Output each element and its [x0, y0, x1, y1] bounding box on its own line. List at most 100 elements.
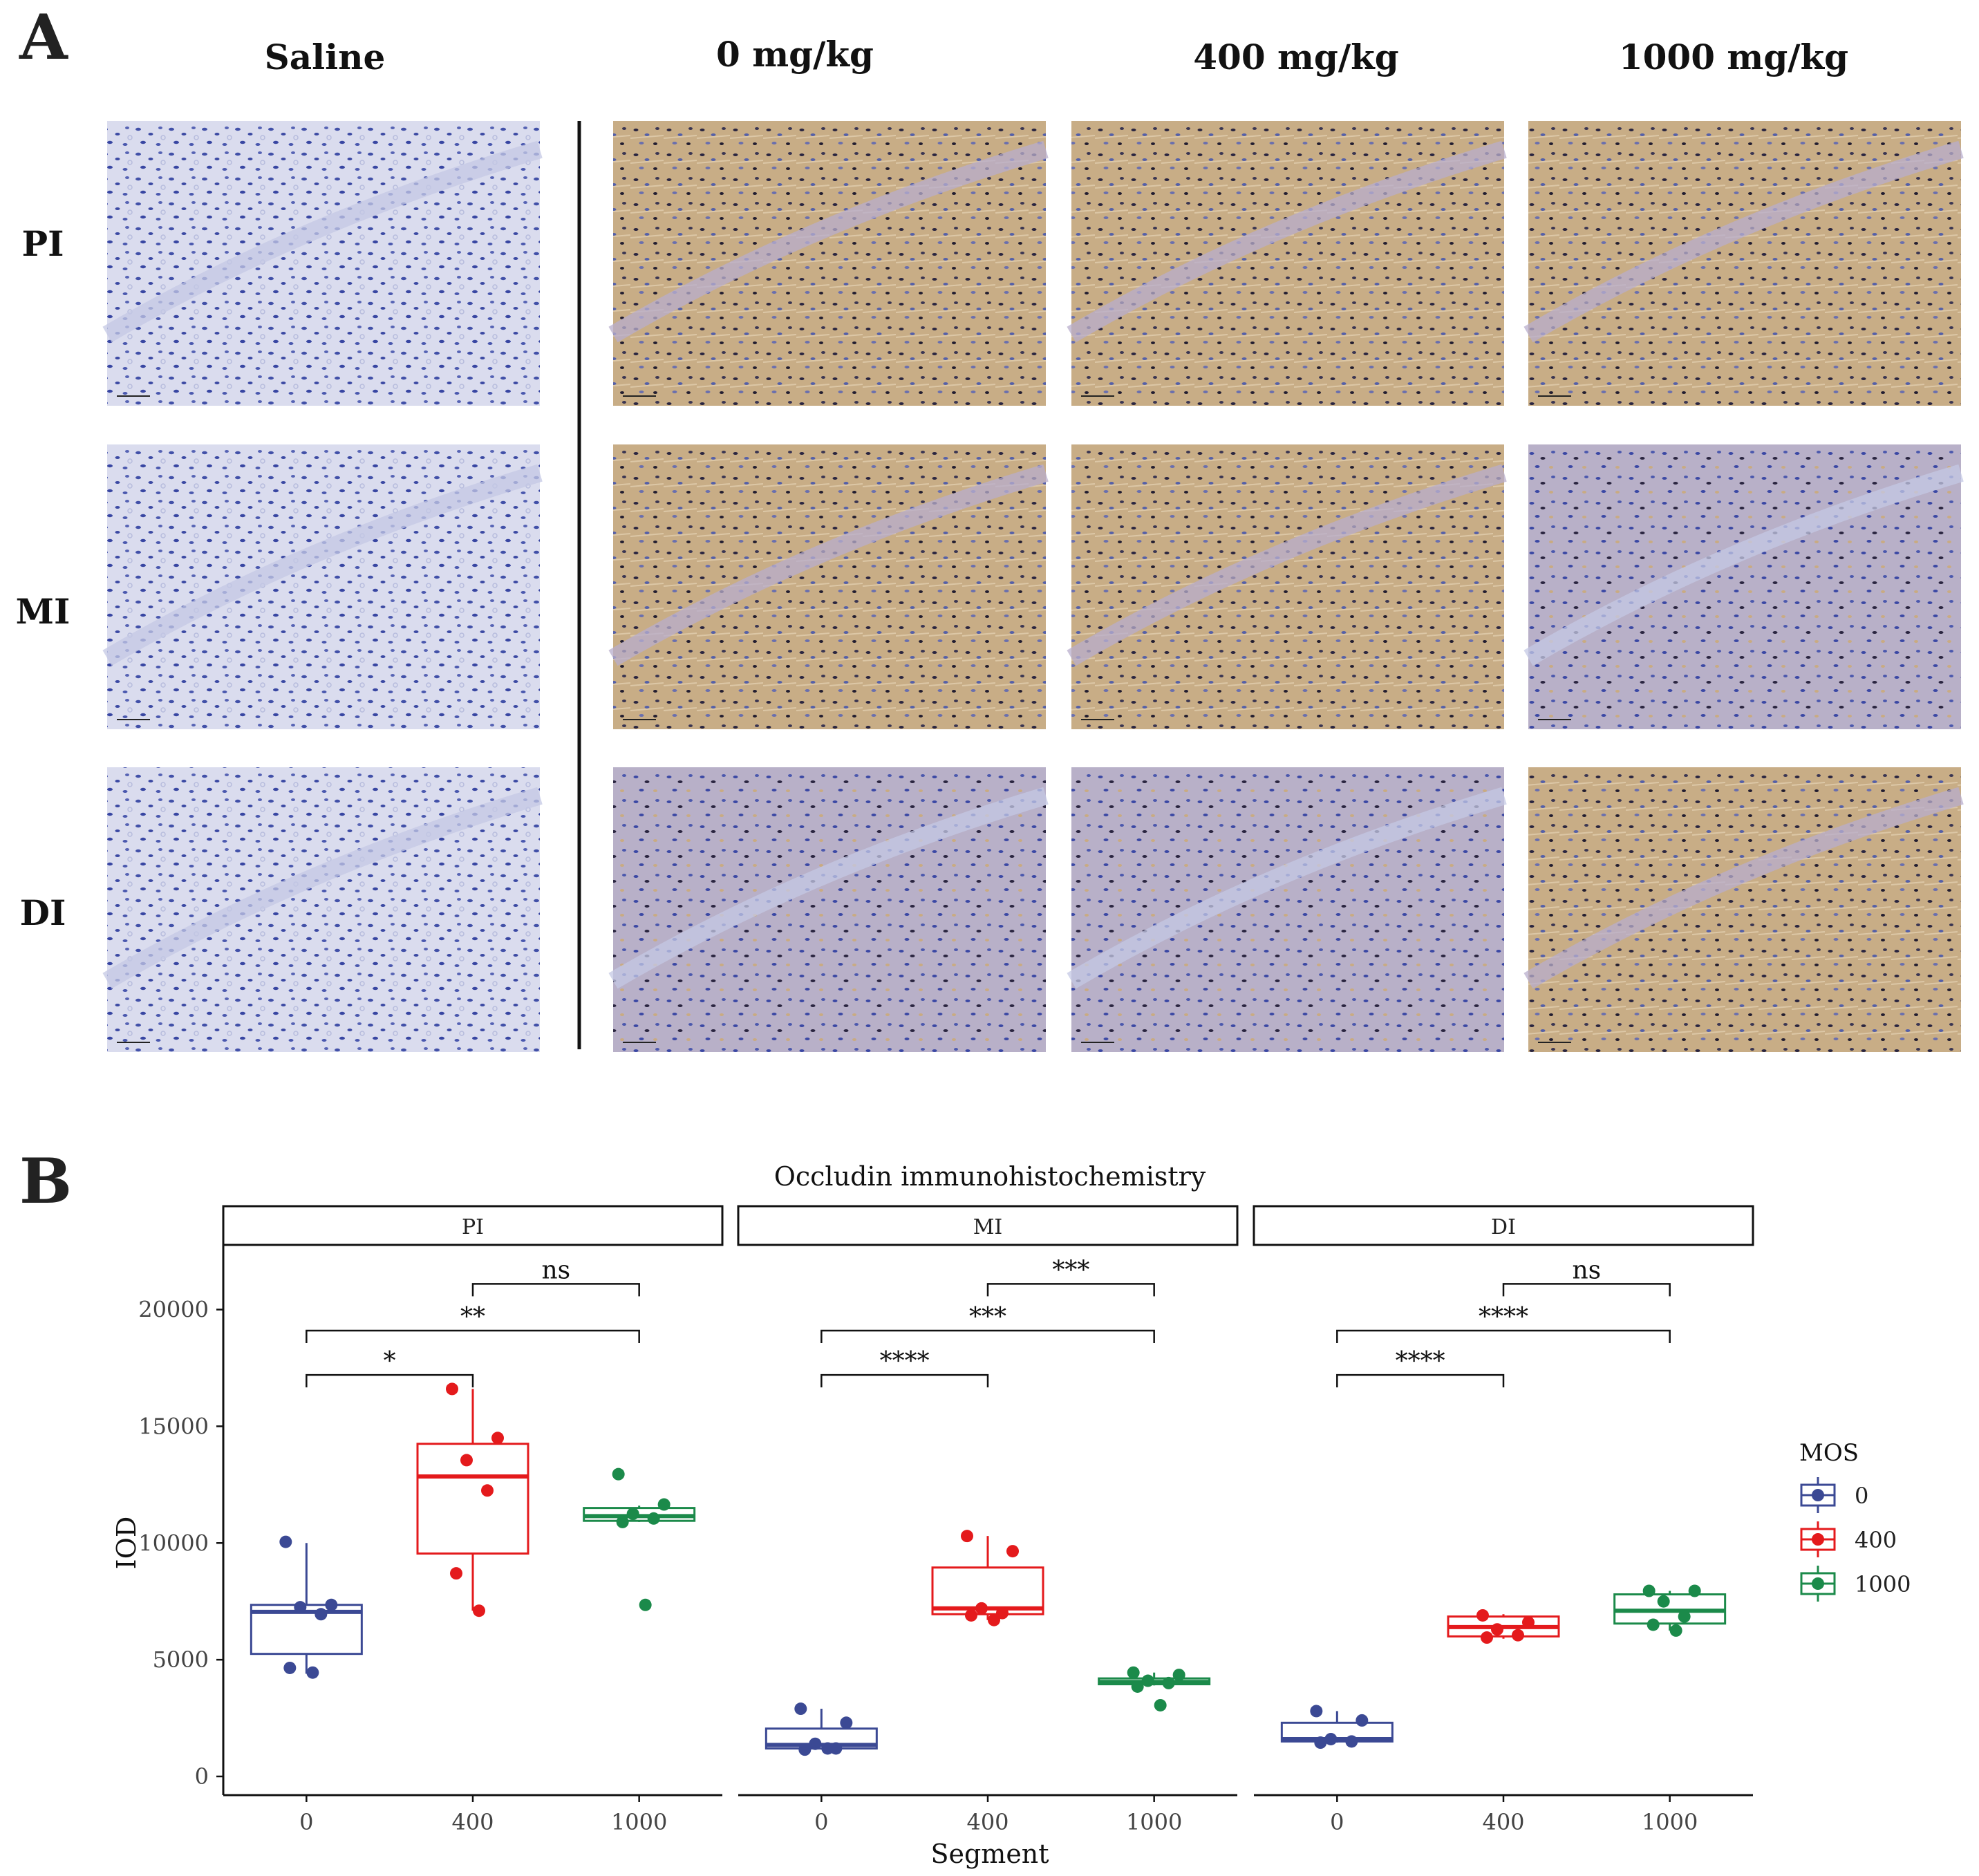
significance-label: ns [1572, 1256, 1601, 1284]
tissue-band [1523, 464, 1964, 666]
tissue-band [1067, 464, 1507, 666]
bracket-line [986, 1283, 1155, 1297]
micrograph-mi-0 [102, 444, 543, 729]
micrograph-mi-1 [608, 444, 1049, 729]
x-tick-label: 400 [451, 1809, 494, 1835]
bracket-line [306, 1373, 474, 1388]
bracket-line [471, 1283, 640, 1297]
significance-bracket: **** [820, 1347, 989, 1388]
data-point [315, 1608, 328, 1621]
data-point [460, 1454, 473, 1467]
legend-label: 400 [1855, 1527, 1897, 1553]
x-tick-label: 400 [966, 1809, 1009, 1835]
data-point [1669, 1624, 1682, 1637]
significance-bracket: ns [471, 1256, 640, 1297]
box-pi-400 [416, 1382, 529, 1617]
significance-bracket: * [306, 1347, 474, 1388]
y-tick-label: 5000 [153, 1647, 209, 1673]
tissue-band [608, 140, 1049, 343]
micrograph-di-0 [102, 767, 543, 1052]
x-tick-label: 1000 [611, 1809, 667, 1835]
data-point [612, 1467, 625, 1481]
data-point [1678, 1610, 1691, 1623]
data-point [616, 1515, 629, 1528]
row-label-di: DI [20, 892, 66, 933]
y-tick-label: 10000 [138, 1530, 209, 1556]
micrograph-pi-3 [1523, 121, 1964, 406]
bracket-line [820, 1373, 989, 1388]
x-tick-label: 1000 [1642, 1809, 1698, 1835]
box-pi-0 [250, 1535, 363, 1679]
legend-title: MOS [1799, 1439, 1859, 1467]
tissue-band [102, 464, 543, 666]
significance-label: ns [541, 1256, 570, 1284]
tissue-band [102, 787, 543, 989]
column-header-saline: Saline [265, 37, 386, 77]
data-point [965, 1608, 977, 1622]
legend-point [1812, 1489, 1824, 1501]
tissue-band [1523, 140, 1964, 343]
data-point [1491, 1623, 1503, 1636]
micrograph-grid [102, 121, 1964, 1052]
box-iqr [416, 1443, 529, 1555]
data-point [626, 1508, 639, 1521]
micrograph-mi-2 [1067, 444, 1507, 729]
facet-label: DI [1491, 1215, 1516, 1239]
bracket-line [1502, 1283, 1671, 1297]
data-point [1522, 1616, 1535, 1629]
data-point [446, 1382, 458, 1396]
facet-strip [222, 1205, 724, 1246]
data-point [481, 1484, 494, 1497]
y-tick-label: 0 [195, 1763, 209, 1790]
data-point [1476, 1608, 1489, 1622]
data-point [975, 1602, 988, 1615]
data-point [821, 1742, 834, 1755]
box-mi-400 [931, 1530, 1044, 1626]
facet-strip [1253, 1205, 1754, 1246]
data-point [306, 1666, 319, 1679]
legend-entry-0: 0 [1800, 1477, 1868, 1513]
data-point [840, 1716, 853, 1729]
bracket-line [1336, 1329, 1671, 1343]
data-point [294, 1601, 307, 1614]
data-point [1356, 1714, 1369, 1727]
significance-bracket: **** [1336, 1347, 1505, 1388]
x-axis-title: Segment [930, 1839, 1049, 1869]
data-point [988, 1613, 1000, 1626]
tissue-band [1523, 787, 1964, 989]
y-axis-title: IOD [111, 1517, 142, 1570]
x-tick-label: 1000 [1126, 1809, 1182, 1835]
facet-label: PI [462, 1215, 484, 1239]
x-tick-label: 0 [299, 1809, 313, 1835]
facet-label: MI [973, 1215, 1003, 1239]
tissue-band [1067, 787, 1507, 989]
box-mi-1000 [1098, 1666, 1211, 1711]
data-point [1172, 1669, 1185, 1682]
data-point [283, 1661, 297, 1674]
row-label-mi: MI [16, 591, 71, 632]
data-point [1162, 1676, 1175, 1689]
y-tick-label: 20000 [138, 1297, 209, 1323]
data-point [1006, 1545, 1019, 1558]
data-point [473, 1604, 485, 1617]
micrograph-pi-0 [102, 121, 543, 406]
box-di-1000 [1613, 1584, 1727, 1637]
data-point [1127, 1666, 1140, 1679]
column-header-1000mg: 1000 mg/kg [1619, 37, 1848, 77]
data-point [1481, 1631, 1493, 1644]
significance-label: *** [969, 1303, 1006, 1331]
micrograph-mi-3 [1523, 444, 1964, 729]
tissue-band [608, 464, 1049, 666]
box-di-400 [1447, 1608, 1560, 1644]
data-point [1141, 1674, 1154, 1687]
significance-bracket: ns [1502, 1256, 1671, 1297]
y-tick-label: 15000 [138, 1413, 209, 1439]
legend-point [1812, 1533, 1824, 1546]
column-header-400mg: 400 mg/kg [1193, 37, 1399, 77]
chart-title: Occludin immunohistochemistry [774, 1161, 1206, 1192]
data-point [1642, 1584, 1656, 1597]
data-point [1647, 1618, 1660, 1631]
row-label-pi: PI [22, 223, 64, 264]
significance-label: ** [460, 1303, 485, 1331]
